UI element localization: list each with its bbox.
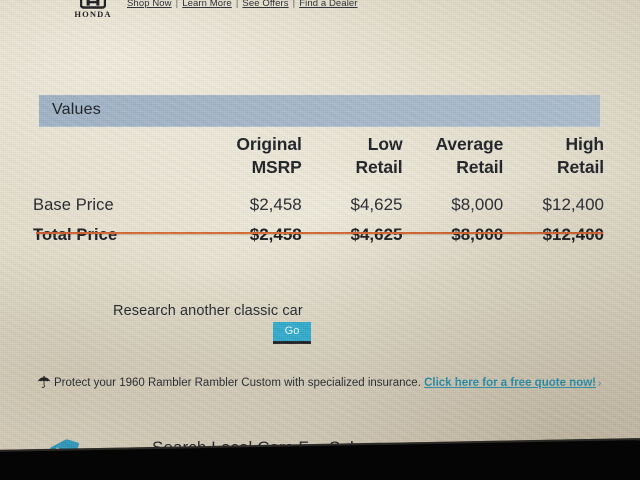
insurance-quote-link[interactable]: Click here for a free quote now! xyxy=(424,377,596,389)
values-table: Original MSRP Low Retail Average Retail … xyxy=(33,133,606,245)
row-label-total-price: Total Price xyxy=(33,226,118,244)
ad-link-find-a-dealer[interactable]: Find a Dealer xyxy=(299,0,358,9)
ad-link-learn-more[interactable]: Learn More xyxy=(182,0,232,9)
column-header-original-msrp: Original MSRP xyxy=(203,133,304,179)
table-header-row: Original MSRP Low Retail Average Retail … xyxy=(33,133,606,179)
table-row: Base Price $2,458 $4,625 $8,000 $12,400 xyxy=(33,195,606,215)
ad-link-separator: | xyxy=(175,0,179,9)
table-divider xyxy=(36,232,603,234)
column-header-line2: Retail xyxy=(456,157,504,177)
table-row: Total Price $2,458 $4,625 $8,000 $12,400 xyxy=(33,225,606,245)
ad-link-separator: | xyxy=(292,0,296,9)
column-header-line1: Original xyxy=(236,134,302,154)
honda-h-emblem-icon xyxy=(80,0,106,9)
cell-base-high-retail: $12,400 xyxy=(542,195,604,214)
cell-total-high-retail: $12,400 xyxy=(542,225,604,244)
cell-base-low-retail: $4,625 xyxy=(350,195,403,214)
honda-wordmark: HONDA xyxy=(74,9,112,19)
column-header-line2: MSRP xyxy=(251,157,302,177)
row-label-base-price: Base Price xyxy=(33,196,114,214)
column-header-line2: Retail xyxy=(355,157,403,177)
cell-total-original-msrp: $2,458 xyxy=(249,225,302,244)
go-button[interactable]: Go xyxy=(273,322,311,344)
values-section-header: Values xyxy=(39,95,600,127)
insurance-promo: Protect your 1960 Rambler Rambler Custom… xyxy=(37,375,607,392)
values-section-title: Values xyxy=(52,101,101,118)
cell-base-average-retail: $8,000 xyxy=(451,195,504,214)
column-header-low-retail: Low Retail xyxy=(304,133,405,179)
ad-link-list: Shop Now | Learn More | See Offers | Find a De… xyxy=(126,0,359,9)
ad-link-separator: | xyxy=(235,0,239,9)
honda-logo[interactable]: HONDA xyxy=(60,0,126,19)
column-header-line2: Retail xyxy=(556,157,604,177)
ad-link-shop-now[interactable]: Shop Now xyxy=(127,0,172,9)
cell-base-original-msrp: $2,458 xyxy=(249,195,302,214)
umbrella-icon xyxy=(37,375,51,388)
chevron-right-icon: › xyxy=(598,378,602,389)
ad-link-see-offers[interactable]: See Offers xyxy=(242,0,289,9)
column-header-average-retail: Average Retail xyxy=(405,133,506,179)
cell-total-low-retail: $4,625 xyxy=(350,225,403,244)
honda-ad-banner[interactable]: HONDA Shop Now | Learn More | See Offers | Fin… xyxy=(0,0,640,26)
cell-total-average-retail: $8,000 xyxy=(451,225,504,244)
column-header-line1: Average xyxy=(435,134,504,154)
column-header-line1: High xyxy=(565,134,605,154)
column-header-high-retail: High Retail xyxy=(505,133,606,179)
column-header-line1: Low xyxy=(367,134,403,154)
research-another-car-label: Research another classic car xyxy=(113,303,303,319)
insurance-text: Protect your 1960 Rambler Rambler Custom… xyxy=(54,377,421,389)
